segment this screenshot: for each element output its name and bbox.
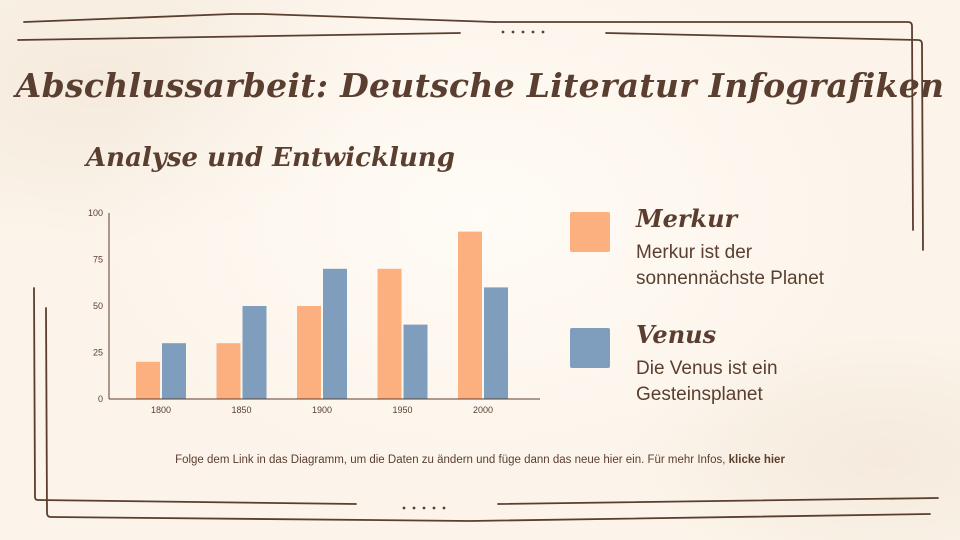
bar-merkur-1900[interactable]: [297, 306, 321, 399]
bar-merkur-1800[interactable]: [136, 361, 160, 399]
more-info-link[interactable]: klicke hier: [728, 454, 785, 466]
legend-item-venus: Venus Die Venus ist ein Gesteinsplanet: [570, 320, 870, 438]
y-tick-label: 75: [93, 255, 103, 265]
footer-text: Folge dem Link in das Diagramm, um die D…: [175, 454, 729, 466]
x-tick-label: 1900: [312, 405, 332, 415]
bar-venus-1900[interactable]: [323, 268, 347, 399]
x-tick-label: 2000: [473, 405, 493, 415]
chart-legend: Merkur Merkur ist der sonnennächste Plan…: [570, 204, 870, 438]
y-tick-label: 50: [93, 301, 103, 311]
merkur-color-swatch: [570, 212, 610, 252]
page-title: Abschlussarbeit: Deutsche Literatur Info…: [15, 66, 945, 105]
y-tick-label: 100: [88, 208, 103, 218]
bar-venus-1800[interactable]: [162, 343, 186, 399]
legend-title: Venus: [636, 320, 717, 349]
bar-chart[interactable]: 0 25 50 75 100 1800 1850 1900 1950 2000: [80, 200, 550, 420]
dots-top: [501, 30, 545, 34]
dots-bottom: [402, 506, 446, 510]
legend-item-merkur: Merkur Merkur ist der sonnennächste Plan…: [570, 204, 870, 322]
bar-venus-1950[interactable]: [403, 324, 428, 399]
bar-merkur-2000[interactable]: [458, 231, 482, 399]
bar-merkur-1950[interactable]: [377, 268, 402, 399]
venus-color-swatch: [570, 328, 610, 368]
x-tick-label: 1950: [392, 405, 412, 415]
bar-merkur-1850[interactable]: [216, 343, 241, 399]
legend-title: Merkur: [636, 204, 738, 233]
y-tick-label: 0: [98, 394, 103, 404]
legend-description: Merkur ist der sonnennächste Planet: [636, 242, 825, 289]
bar-venus-1850[interactable]: [242, 306, 267, 399]
section-subtitle: Analyse und Entwicklung: [86, 143, 455, 173]
footer-note: Folge dem Link in das Diagramm, um die D…: [0, 454, 960, 466]
bar-venus-2000[interactable]: [484, 287, 508, 399]
x-tick-label: 1800: [151, 405, 171, 415]
x-tick-label: 1850: [231, 405, 251, 415]
legend-description: Die Venus ist ein Gesteinsplanet: [636, 358, 778, 405]
y-tick-label: 25: [93, 348, 103, 358]
